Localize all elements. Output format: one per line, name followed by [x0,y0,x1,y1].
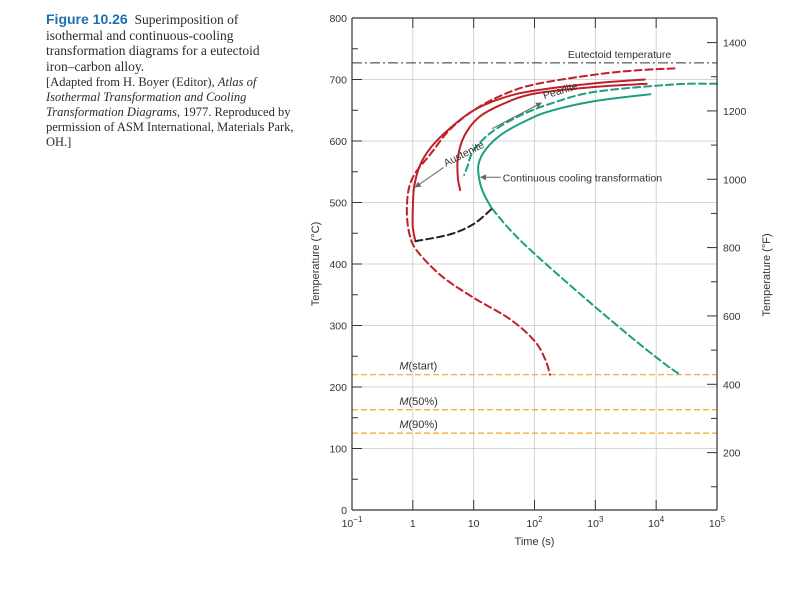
y-tick-label-left: 300 [329,321,347,333]
y-tick-label-right: 1200 [723,106,747,118]
eutectoid-line-group: Eutectoid temperature [352,49,717,64]
x-tick-label: 10 [468,518,480,530]
curve-iso-finish [456,82,648,192]
curve-iso-start-dashed [405,67,676,376]
caption-source: [Adapted from H. Boyer (Editor), Atlas o… [46,75,311,150]
y-tick-label-left: 700 [329,75,347,87]
labels: 0 100 200 300 400 500 600 700 800 200 400 600 800 100… [310,13,773,548]
y-tick-label-left: 600 [329,136,347,148]
y-tick-label-left: 400 [329,259,347,271]
curve-cct-black-dashed [414,207,493,243]
martensite-label: M(50%) [399,396,438,408]
pearlite-arrow [491,102,542,130]
caption-title-line-1: Superimposition of [134,12,239,27]
y-tick-label-left: 200 [329,382,347,394]
caption-source-suffix: 1977. Reproduced by permission of ASM In… [46,105,294,149]
y-tick-label-right: 400 [723,379,741,391]
x-axis-title: Time (s) [515,536,555,548]
y-axis-title-right: Temperature (°F) [761,233,773,316]
x-tick-label: 104 [648,515,665,530]
curves [405,67,718,376]
caption-title: Figure 10.26 Superimposition of isotherm… [46,11,311,74]
austenite-label: Austenite [442,139,487,170]
curve-cct-lower-dashed [491,207,682,376]
x-tick-label: 102 [526,515,543,530]
caption-title-line-3: transformation diagrams for a eutectoid [46,43,260,58]
y-tick-label-left: 0 [341,505,347,517]
cct-label: Continuous cooling transformation [503,172,663,184]
x-tick-label: 103 [587,515,604,530]
x-tick-label: 1 [410,518,416,530]
x-tick-label: 10−1 [342,515,363,530]
caption-source-italic: Atlas of Isothermal Transformation and C… [46,75,257,119]
martensite-label: M(start) [399,361,437,373]
x-tick-label: 105 [709,515,726,530]
curve-iso-start-solid [411,78,646,243]
y-tick-label-right: 600 [723,311,741,323]
martensite-lines: M(start) M(50%) M(90%) [352,361,717,434]
curve-cct-start-dashed [463,82,718,176]
y-tick-label-right: 1400 [723,38,747,50]
y-tick-label-left: 500 [329,198,347,210]
eutectoid-label: Eutectoid temperature [568,49,671,61]
pearlite-label: Pearlite [542,80,580,102]
y-tick-label-left: 800 [329,13,347,25]
y-tick-label-right: 1000 [723,174,747,186]
y-tick-label-right: 800 [723,243,741,255]
austenite-arrow [414,167,444,188]
caption-title-line-4: iron–carbon alloy. [46,58,145,74]
y-tick-label-left: 100 [329,444,347,456]
y-tick-label-right: 200 [723,448,741,460]
caption-title-line-2: isothermal and continuous-cooling [46,27,234,43]
figure-caption: Figure 10.26 Superimposition of isotherm… [46,11,311,150]
curve-cct-finish-solid [477,93,652,210]
martensite-label: M(90%) [399,419,438,431]
y-axis-title-left: Temperature (°C) [310,222,322,306]
grid [351,17,718,511]
axes [351,17,718,511]
figure-label: Figure 10.26 [46,11,128,27]
caption-source-prefix: [Adapted from H. Boyer (Editor), [46,75,218,89]
